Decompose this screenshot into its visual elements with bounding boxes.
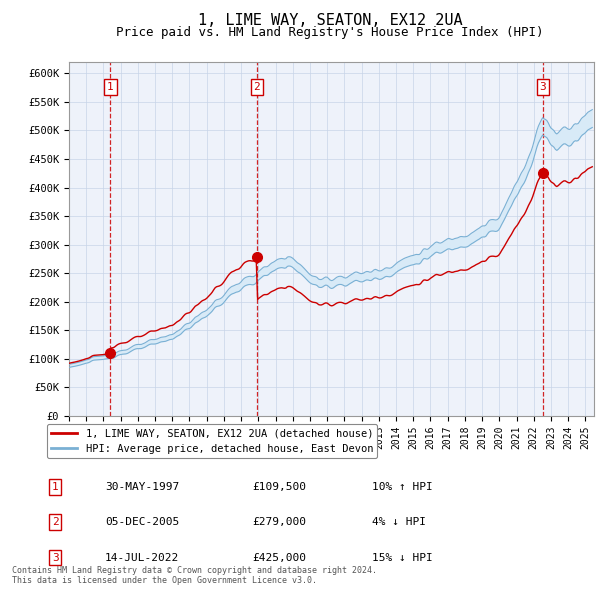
- Text: £425,000: £425,000: [252, 553, 306, 562]
- Text: 14-JUL-2022: 14-JUL-2022: [105, 553, 179, 562]
- Text: £279,000: £279,000: [252, 517, 306, 527]
- Text: 30-MAY-1997: 30-MAY-1997: [105, 482, 179, 491]
- Text: 3: 3: [52, 553, 59, 562]
- Text: 1: 1: [52, 482, 59, 491]
- Text: 2: 2: [52, 517, 59, 527]
- Text: 2: 2: [254, 82, 260, 91]
- Text: 3: 3: [539, 82, 546, 91]
- Text: 1, LIME WAY, SEATON, EX12 2UA: 1, LIME WAY, SEATON, EX12 2UA: [197, 13, 463, 28]
- Text: 10% ↑ HPI: 10% ↑ HPI: [372, 482, 433, 491]
- Text: 05-DEC-2005: 05-DEC-2005: [105, 517, 179, 527]
- Text: Price paid vs. HM Land Registry's House Price Index (HPI): Price paid vs. HM Land Registry's House …: [116, 26, 544, 39]
- Text: 4% ↓ HPI: 4% ↓ HPI: [372, 517, 426, 527]
- Text: Contains HM Land Registry data © Crown copyright and database right 2024.
This d: Contains HM Land Registry data © Crown c…: [12, 566, 377, 585]
- Text: £109,500: £109,500: [252, 482, 306, 491]
- Text: 15% ↓ HPI: 15% ↓ HPI: [372, 553, 433, 562]
- Text: 1: 1: [107, 82, 114, 91]
- Legend: 1, LIME WAY, SEATON, EX12 2UA (detached house), HPI: Average price, detached hou: 1, LIME WAY, SEATON, EX12 2UA (detached …: [47, 424, 377, 458]
